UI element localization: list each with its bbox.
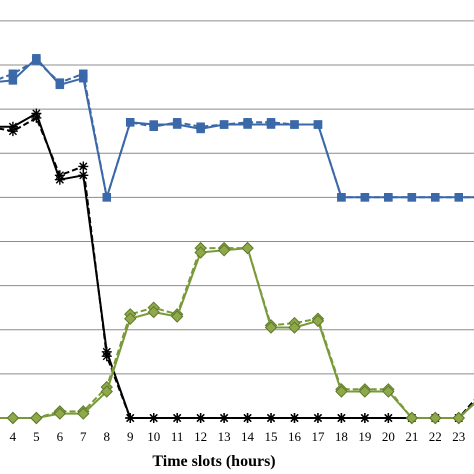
series-line [0, 247, 474, 419]
series-line [0, 112, 474, 419]
series-4 [0, 108, 474, 423]
data-point [429, 411, 442, 425]
x-tick-label: 7 [80, 429, 87, 444]
data-point [102, 193, 112, 202]
data-point [7, 121, 18, 132]
data-point [8, 76, 18, 85]
data-point [147, 305, 160, 319]
data-point [217, 244, 231, 257]
data-point [358, 385, 372, 398]
data-point [101, 346, 112, 357]
data-point [383, 413, 394, 423]
data-point [172, 413, 183, 423]
data-point [125, 413, 136, 423]
data-point [30, 411, 43, 425]
data-point [54, 174, 65, 185]
x-tick-label: 10 [147, 429, 160, 444]
x-tick-label: 18 [335, 429, 348, 444]
x-tick-label: 8 [104, 429, 111, 444]
data-point [266, 413, 277, 423]
data-point [407, 193, 417, 202]
data-point [288, 321, 301, 334]
x-tick-label: 16 [288, 429, 302, 444]
data-point [195, 413, 206, 423]
data-point [79, 73, 88, 83]
data-point [405, 411, 419, 425]
data-point [32, 54, 41, 63]
data-point [454, 193, 463, 202]
data-point [266, 120, 276, 129]
data-point [242, 413, 253, 423]
data-point [78, 170, 89, 181]
x-tick-label: 12 [194, 429, 207, 444]
series-1 [0, 56, 474, 202]
data-point [241, 241, 254, 255]
series-line [0, 247, 474, 419]
series-layer [0, 54, 474, 425]
data-point [289, 413, 300, 423]
data-point [360, 193, 370, 202]
data-point [78, 161, 89, 172]
x-tick-label: 23 [452, 429, 465, 444]
data-point [384, 193, 393, 202]
x-tick-label: 20 [382, 429, 395, 444]
x-tick-label: 9 [127, 429, 134, 444]
x-tick-label: 14 [241, 429, 255, 444]
data-point [336, 413, 347, 423]
grid-layer [0, 20, 474, 375]
x-tick-label: 17 [311, 429, 325, 444]
data-point [6, 411, 20, 425]
x-tick-label: 19 [358, 429, 371, 444]
x-tick-label: 6 [57, 429, 64, 444]
x-tick-label: 22 [429, 429, 442, 444]
data-point [170, 310, 184, 323]
x-tick-label: 5 [33, 429, 40, 444]
data-point [264, 321, 278, 334]
data-point [77, 407, 90, 420]
data-point [100, 385, 113, 398]
data-point [313, 120, 323, 129]
data-point [55, 80, 65, 90]
data-point [194, 246, 207, 259]
x-tick-labels: 4 5 6 7 8 9 10 11 12 13 14 15 16 17 18 19 20 21 22 23 [10, 429, 466, 444]
data-point [337, 193, 346, 202]
series-line [0, 116, 474, 419]
data-point [312, 413, 323, 423]
data-point [219, 120, 229, 129]
data-point [219, 413, 230, 423]
data-point [290, 120, 299, 129]
x-tick-label: 4 [10, 429, 17, 444]
series-5 [0, 241, 474, 425]
x-axis-title: Time slots (hours) [152, 453, 275, 470]
x-tick-label: 13 [218, 429, 231, 444]
data-point [243, 120, 252, 129]
series-3 [0, 112, 474, 423]
x-tick-label: 11 [171, 429, 184, 444]
data-point [31, 108, 42, 119]
data-point [311, 314, 325, 328]
x-tick-label: 15 [265, 429, 278, 444]
data-point [452, 411, 465, 425]
data-point [196, 124, 205, 134]
data-point [149, 120, 158, 129]
data-point [431, 193, 440, 202]
x-tick-label: 21 [405, 429, 418, 444]
data-point [53, 407, 67, 420]
data-point [359, 413, 370, 423]
data-point [124, 312, 137, 325]
data-point [382, 385, 395, 398]
data-point [172, 120, 182, 129]
series-2 [0, 54, 474, 202]
series-line [0, 57, 474, 199]
series-6 [0, 241, 474, 425]
data-point [335, 385, 348, 398]
data-point [148, 413, 159, 423]
data-point [125, 118, 135, 127]
